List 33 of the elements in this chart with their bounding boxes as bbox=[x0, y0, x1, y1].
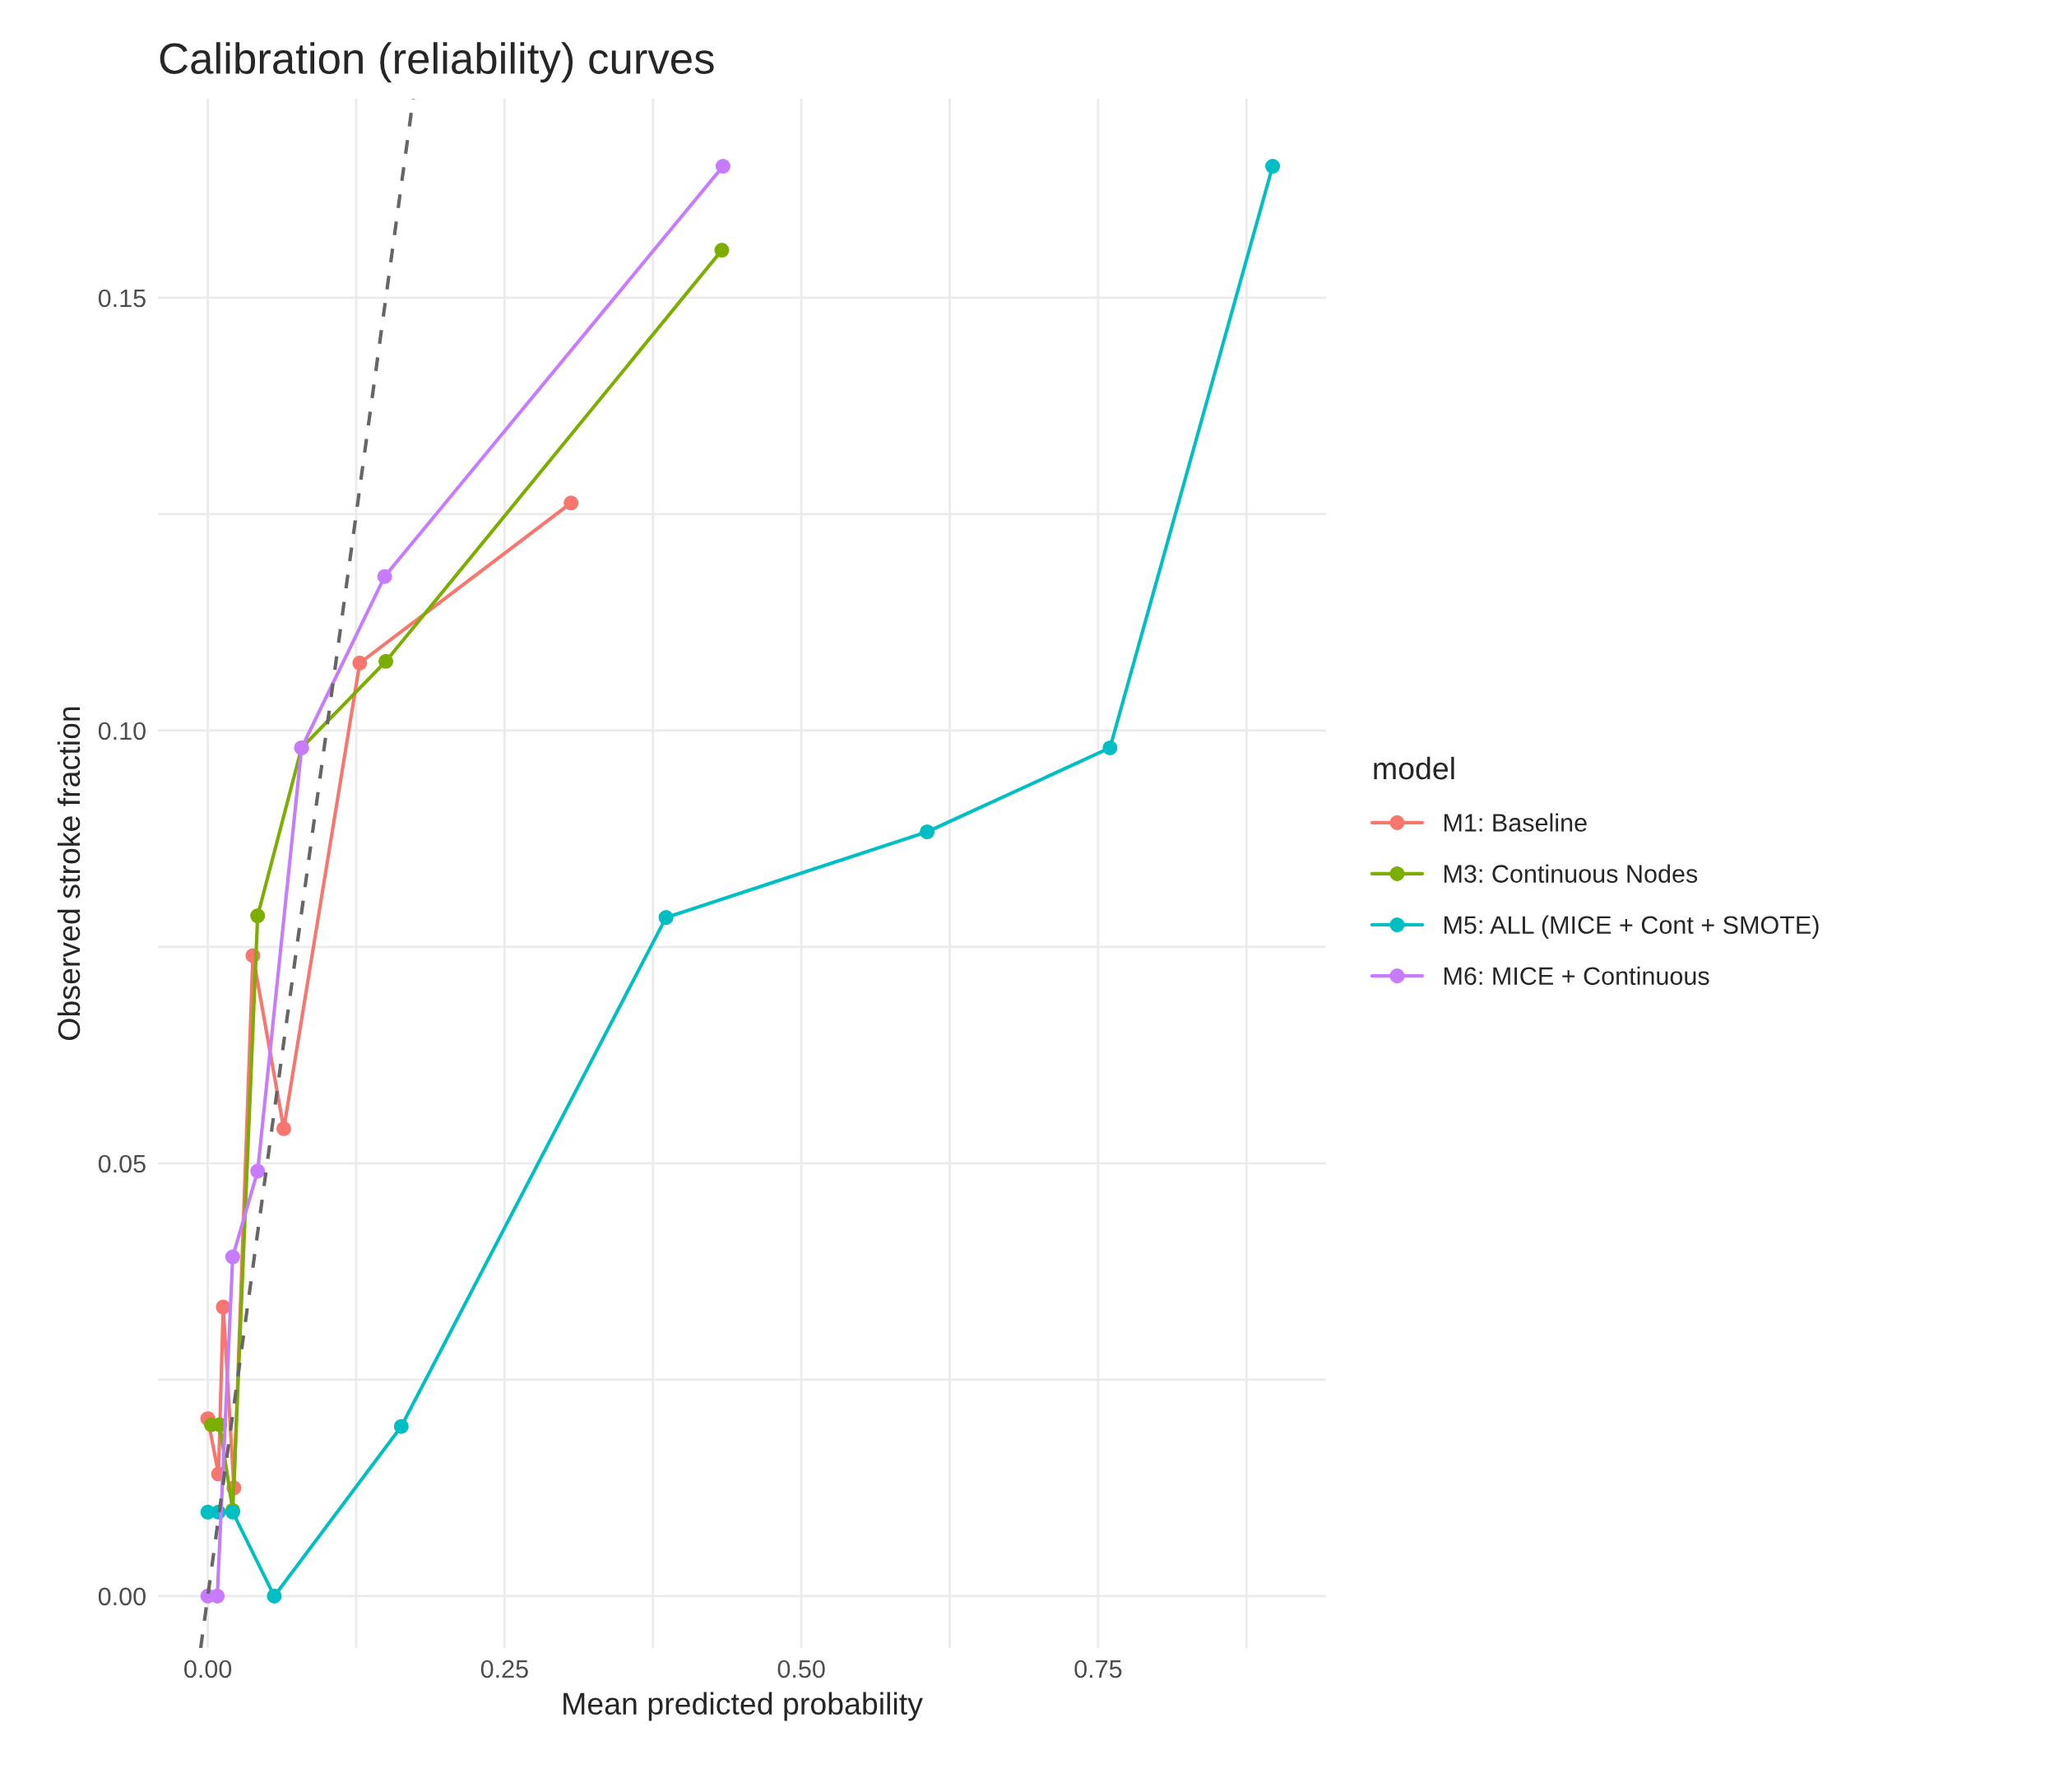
y-tick-label: 0.10 bbox=[98, 722, 146, 740]
point bbox=[714, 243, 730, 258]
y-tick-label: 0.05 bbox=[98, 1154, 146, 1173]
point bbox=[563, 495, 579, 511]
x-tick-label: 0.00 bbox=[184, 1660, 232, 1678]
point bbox=[378, 653, 394, 669]
point bbox=[225, 1249, 240, 1265]
y-tick-label: 0.00 bbox=[98, 1587, 146, 1606]
point bbox=[1102, 740, 1118, 755]
legend-title: model bbox=[1374, 756, 1454, 780]
point bbox=[250, 908, 266, 924]
point bbox=[276, 1121, 291, 1136]
y-axis-title: Observed stroke fraction bbox=[57, 707, 81, 1040]
point bbox=[1265, 159, 1281, 174]
legend-label: M3: Continuous Nodes bbox=[1444, 864, 1698, 883]
x-tick-label: 0.75 bbox=[1074, 1660, 1122, 1678]
x-tick-label: 0.25 bbox=[480, 1660, 528, 1678]
point bbox=[715, 159, 730, 174]
y-tick-label: 0.15 bbox=[98, 289, 146, 308]
legend-label: M5: ALL (MICE + Cont + SMOTE) bbox=[1444, 915, 1819, 940]
point bbox=[658, 910, 674, 926]
point bbox=[393, 1418, 409, 1434]
x-tick-label: 0.50 bbox=[777, 1660, 825, 1678]
x-axis-title: Mean predicted probability bbox=[563, 1692, 923, 1721]
chart-title: Calibration (reliability) curves bbox=[160, 42, 714, 83]
point bbox=[250, 1163, 266, 1179]
legend-label: M1: Baseline bbox=[1444, 813, 1587, 832]
point bbox=[377, 569, 392, 584]
point bbox=[267, 1588, 282, 1604]
point bbox=[920, 824, 935, 840]
point bbox=[352, 655, 368, 671]
legend-label: M6: MICE + Continuous bbox=[1444, 966, 1709, 986]
point bbox=[216, 1299, 231, 1315]
